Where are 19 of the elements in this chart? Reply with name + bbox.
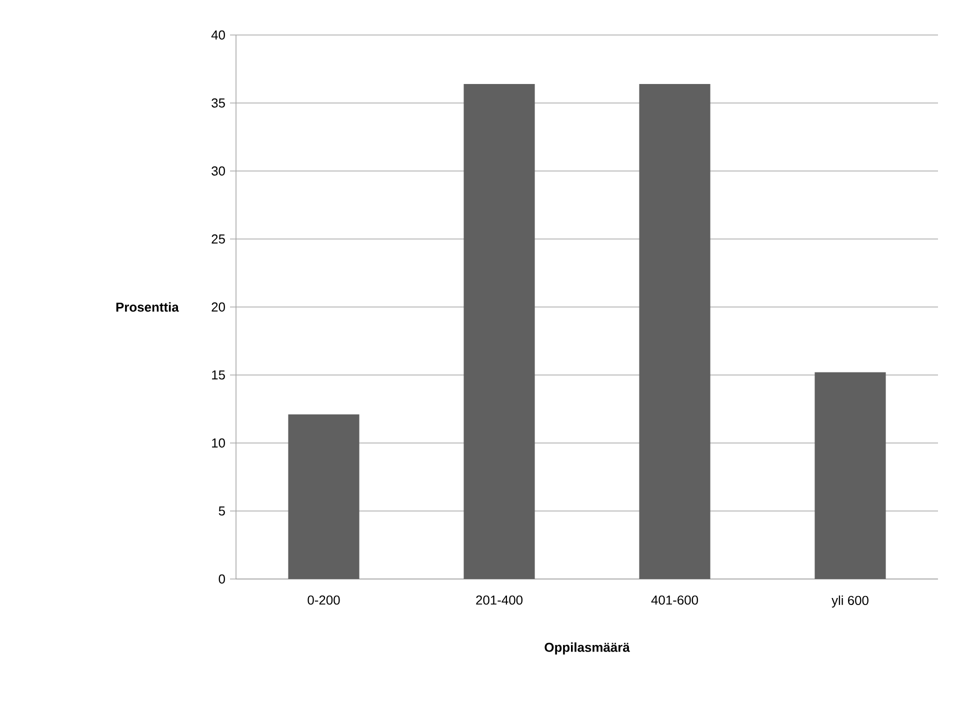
- bar: [288, 414, 360, 579]
- y-tick-label: 25: [212, 234, 225, 244]
- bar: [814, 372, 886, 579]
- y-tick-label: 35: [212, 98, 225, 108]
- y-tick-label: 40: [211, 30, 225, 40]
- x-tick-label: yli 600: [832, 595, 868, 608]
- y-tick-label: 15: [212, 370, 225, 380]
- x-tick-label: 201-400: [476, 595, 523, 605]
- bar: [464, 84, 535, 579]
- x-tick-label: 401-600: [651, 595, 698, 605]
- x-axis-title: Oppilasmäärä: [544, 642, 630, 654]
- x-tick-label: 0-200: [308, 595, 340, 605]
- y-tick-label: 10: [212, 438, 225, 448]
- y-tick-label: 5: [218, 506, 225, 516]
- y-tick-label: 0: [218, 574, 225, 584]
- bar: [639, 84, 710, 579]
- y-axis-title: Prosenttia: [116, 302, 179, 312]
- y-tick-label: 30: [212, 166, 225, 176]
- y-tick-label: 20: [212, 302, 225, 312]
